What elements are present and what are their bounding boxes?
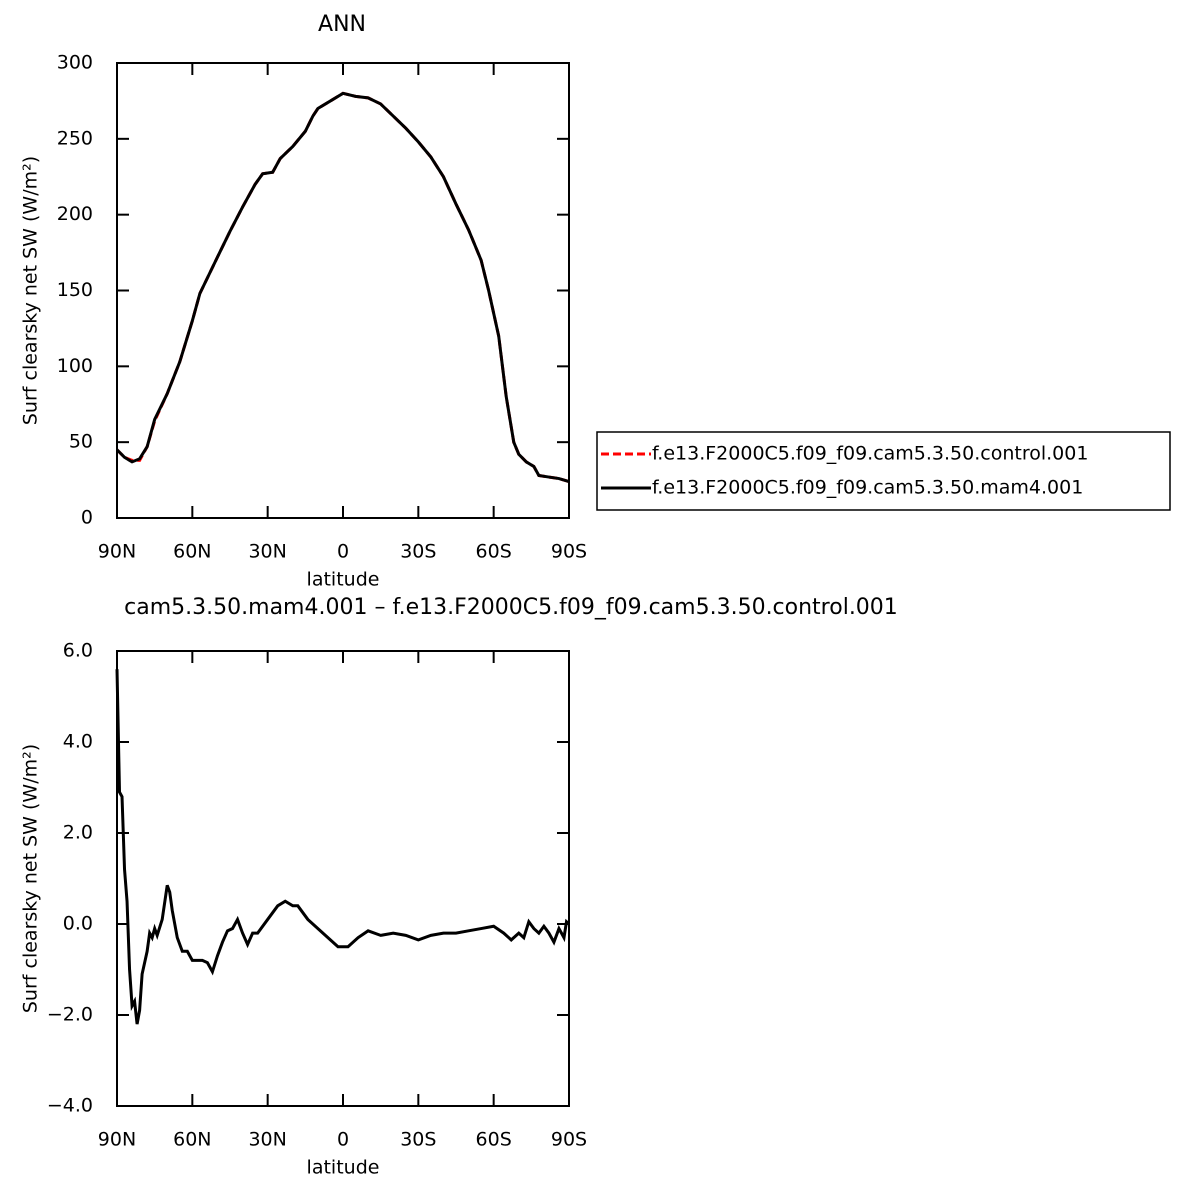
y-tick-label: 300 (57, 52, 93, 74)
x-tick-label: 30S (400, 541, 436, 563)
x-tick-label: 60S (476, 541, 512, 563)
x-tick-label: 90N (98, 541, 136, 563)
plot-frame (116, 650, 570, 1107)
x-tick-label: 30N (248, 541, 286, 563)
x-tick-label: 0 (337, 541, 349, 563)
chart-title: cam5.3.50.mam4.001 – f.e13.F2000C5.f09_f… (124, 595, 898, 620)
data-line (115, 91, 570, 484)
x-axis-label: latitude (307, 569, 380, 591)
y-tick-label: 50 (69, 431, 93, 453)
y-tick-label: −4.0 (47, 1095, 93, 1117)
x-tick-label: 60S (476, 1129, 512, 1151)
x-tick-label: 90S (551, 541, 587, 563)
y-tick-label: 250 (57, 127, 93, 149)
y-tick-label: 6.0 (63, 640, 93, 662)
x-tick-label: 60N (173, 541, 211, 563)
y-tick-label: 2.0 (63, 822, 93, 844)
y-tick-label: 0 (81, 507, 93, 529)
legend-label: f.e13.F2000C5.f09_f09.cam5.3.50.mam4.001 (652, 477, 1083, 499)
x-tick-label: 90N (98, 1129, 136, 1151)
x-tick-label: 30N (248, 1129, 286, 1151)
x-tick-label: 30S (400, 1129, 436, 1151)
plot-frame (116, 62, 570, 519)
x-axis-label: latitude (307, 1157, 380, 1179)
legend-box (596, 431, 1171, 511)
y-tick-label: −2.0 (47, 1004, 93, 1026)
x-tick-label: 0 (337, 1129, 349, 1151)
y-tick-label: 4.0 (63, 731, 93, 753)
y-axis-label: Surf clearsky net SW (W/m²) (20, 744, 42, 1013)
y-tick-label: 0.0 (63, 913, 93, 935)
y-axis-label: Surf clearsky net SW (W/m²) (20, 156, 42, 425)
y-tick-label: 100 (57, 355, 93, 377)
data-line (115, 669, 571, 1025)
data-line (115, 91, 570, 484)
legend-label: f.e13.F2000C5.f09_f09.cam5.3.50.control.… (652, 443, 1088, 465)
chart-title: ANN (318, 12, 366, 37)
x-tick-label: 90S (551, 1129, 587, 1151)
x-tick-label: 60N (173, 1129, 211, 1151)
y-tick-label: 200 (57, 203, 93, 225)
y-tick-label: 150 (57, 279, 93, 301)
